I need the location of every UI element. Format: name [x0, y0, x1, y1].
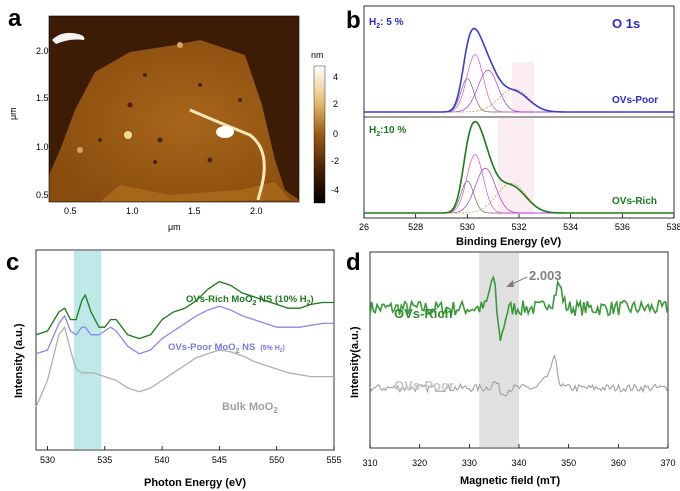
nexafs-series-1: [35, 280, 334, 340]
xps-top-component-4: [364, 88, 674, 113]
xps-top-condition: H2: 5 %: [369, 17, 404, 30]
epr-series-2: [369, 353, 668, 397]
epr-x-tick-label: 310: [362, 458, 377, 468]
epr-ylabel: Intensity(a.u.): [349, 326, 361, 398]
nexafs-poor-label: OVs-Poor MoO2 NS (5% H2): [168, 342, 285, 355]
nexafs-x-tick-label: 545: [212, 455, 227, 465]
xps-x-tick-label: 532: [511, 222, 526, 232]
epr-x-tick-label: 360: [611, 458, 626, 468]
epr-series-1: [369, 275, 669, 342]
afm-ytick-2: 1.5: [36, 93, 49, 103]
panel-c-label: c: [6, 249, 19, 276]
epr-g-value: 2.003: [529, 268, 562, 283]
xps-bottom-curves: [364, 120, 674, 214]
afm-x-axis: 0.5 1.0 1.5 2.0 μm: [64, 206, 263, 232]
epr-xlabel: Magnetic field (mT): [460, 475, 561, 487]
nexafs-highlight: [73, 251, 102, 449]
colorbar-unit: nm: [311, 50, 324, 60]
nexafs-xlabel: Photon Energy (eV): [144, 477, 246, 489]
epr-x-tick-label: 320: [412, 458, 427, 468]
afm-ylabel: μm: [8, 107, 18, 120]
colorbar-tick-4: -2: [331, 156, 339, 166]
xps-x-tick-label: 534: [563, 222, 578, 232]
xps-xlabel: Binding Energy (eV): [456, 236, 561, 248]
xps-x-tick-label: 536: [615, 222, 630, 232]
colorbar-tick-3: 0: [333, 129, 338, 139]
xps-x-axis: 26 528 530 532 534 536 538: [359, 214, 680, 232]
xps-title: O 1s: [612, 16, 640, 31]
nexafs-x-tick-label: 540: [155, 455, 170, 465]
nexafs-frame: [35, 249, 335, 451]
xps-top-curves: [364, 27, 674, 113]
panel-a-label: a: [8, 5, 22, 32]
epr-x-axis: 310 320 330 340 350 360 370: [362, 444, 676, 468]
epr-x-tick-label: 370: [660, 458, 675, 468]
xps-shade-top: [512, 62, 534, 114]
xps-x-tick-label: 528: [408, 222, 423, 232]
xps-x-tick-label: 538: [666, 222, 680, 232]
nexafs-series-2: [35, 305, 334, 355]
xps-bottom-condition: H2:10 %: [369, 125, 406, 138]
nexafs-x-tick-label: 555: [326, 455, 341, 465]
afm-y-axis: 2.0 1.5 1.0 0.5 μm: [8, 46, 49, 200]
panel-d-label: d: [346, 249, 361, 276]
epr-x-tick-label: 350: [561, 458, 576, 468]
xps-top-envelope: [364, 27, 674, 113]
xps-x-tick-label: 26: [359, 222, 369, 232]
xps-bottom-sample: OVs-Rich: [612, 196, 657, 207]
epr-x-tick-label: 340: [511, 458, 526, 468]
afm-xtick-1: 0.5: [64, 206, 77, 216]
epr-curves: [369, 275, 669, 397]
afm-xtick-3: 1.5: [188, 206, 201, 216]
nexafs-x-axis: 530 535 540 545 550 555: [40, 446, 342, 465]
afm-xtick-2: 1.0: [126, 206, 139, 216]
epr-x-tick-label: 330: [462, 458, 477, 468]
nexafs-x-tick-label: 530: [40, 455, 55, 465]
colorbar-tick-2: 2: [333, 99, 338, 109]
afm-xtick-4: 2.0: [250, 206, 263, 216]
afm-xlabel: μm: [168, 222, 181, 232]
panel-b-label: b: [346, 7, 361, 34]
colorbar-tick-5: -4: [331, 185, 339, 195]
afm-ytick-1: 2.0: [36, 46, 49, 56]
afm-image: [49, 16, 299, 202]
xps-top-sample: OVs-Poor: [612, 95, 658, 106]
nexafs-x-tick-label: 550: [269, 455, 284, 465]
nexafs-ylabel: Intensity (a.u.): [13, 323, 25, 398]
afm-colorbar: nm 4 2 0 -2 -4: [311, 50, 339, 204]
nexafs-bulk-label: Bulk MoO2: [222, 401, 278, 415]
xps-x-tick-label: 530: [460, 222, 475, 232]
nexafs-rich-label: OVs-Rich MoO2 NS (10% H2): [186, 294, 314, 307]
epr-poor-label: OVs-Poor: [394, 378, 454, 393]
afm-ytick-4: 0.5: [36, 190, 49, 200]
nexafs-curves: [35, 280, 334, 408]
epr-rich-label: OVs-Rich: [394, 306, 453, 321]
xps-bot-envelope: [364, 120, 674, 214]
nexafs-x-tick-label: 535: [97, 455, 112, 465]
colorbar-tick-1: 4: [333, 72, 338, 82]
nexafs-series-3: [35, 326, 334, 408]
afm-ytick-3: 1.0: [36, 142, 49, 152]
